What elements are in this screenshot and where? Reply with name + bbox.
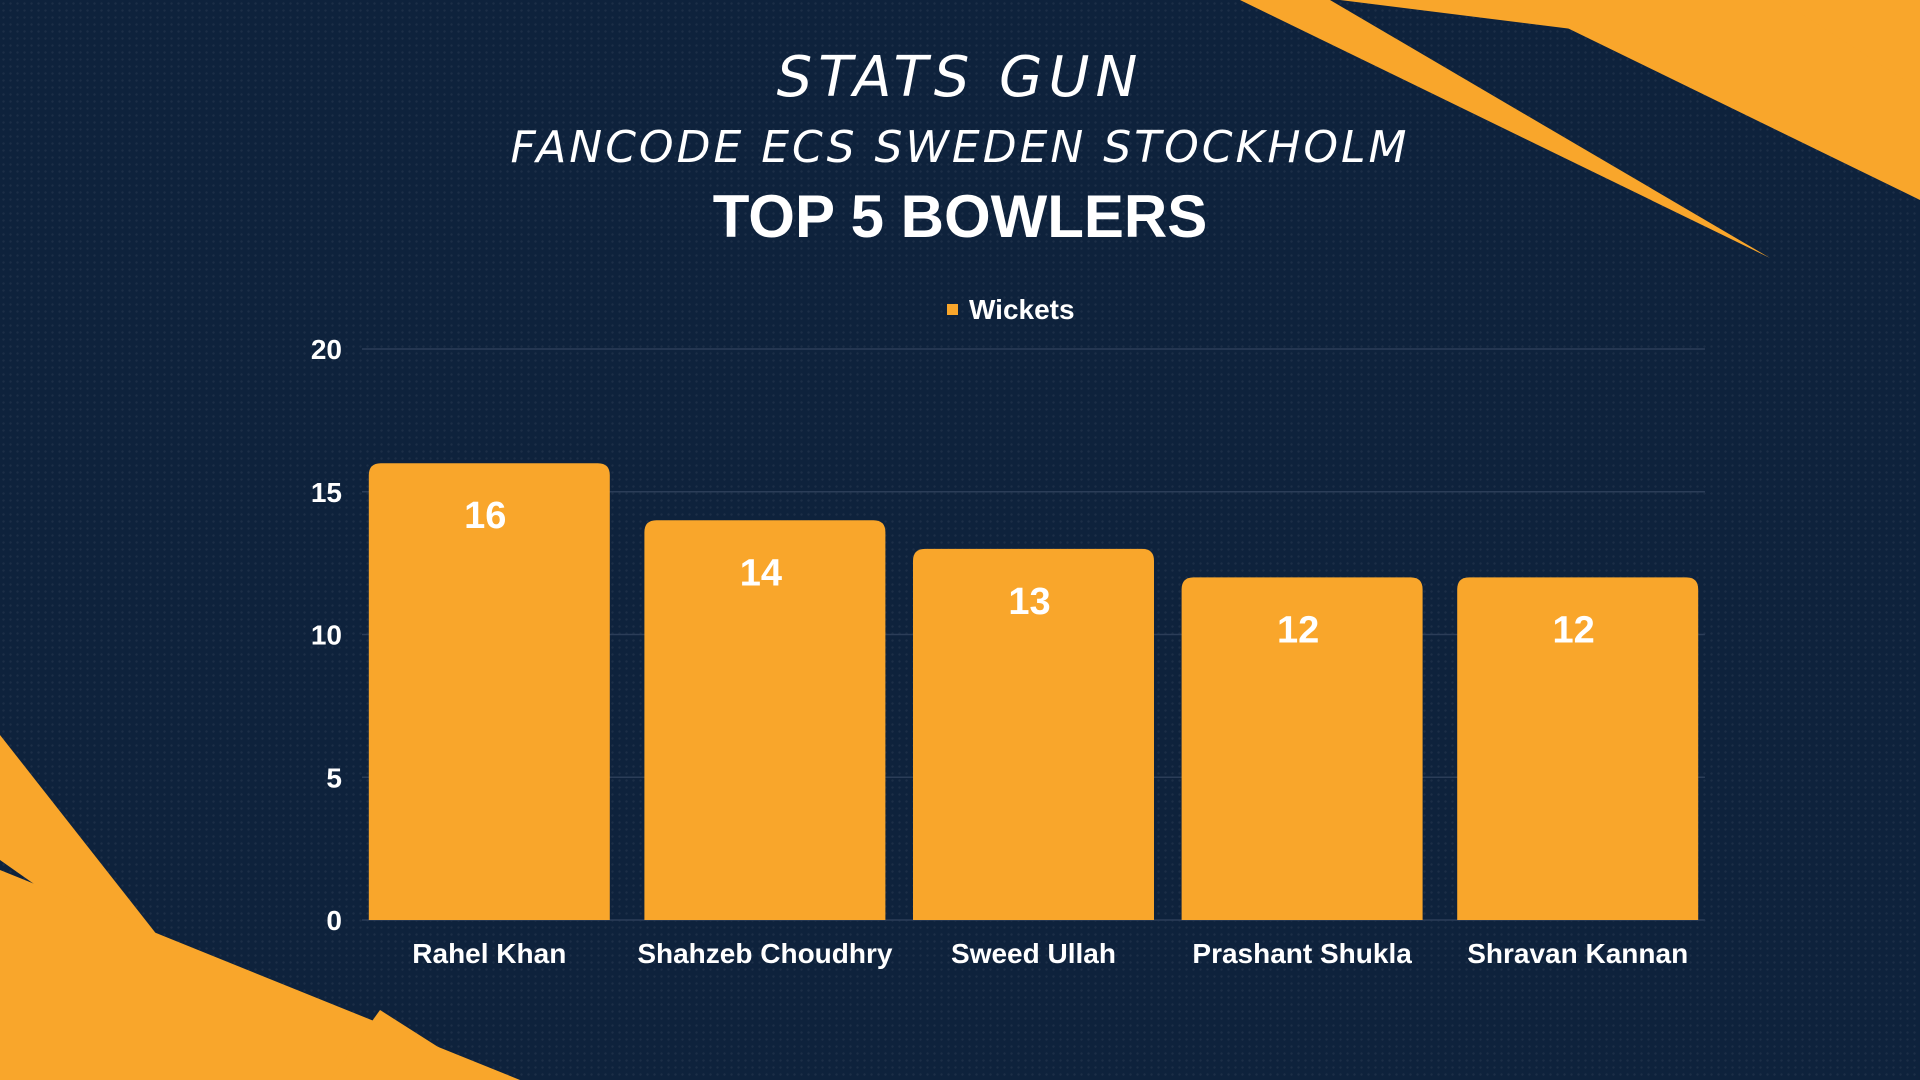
legend-swatch	[947, 304, 958, 315]
bottom-left-slash-shape	[330, 1010, 490, 1080]
x-tick-label: Prashant Shukla	[1192, 938, 1412, 969]
bar	[368, 463, 610, 920]
bar	[913, 548, 1154, 920]
bar-data-label: 14	[740, 552, 782, 594]
y-tick-label: 10	[311, 620, 342, 651]
bar-data-label: 13	[1008, 581, 1050, 623]
top-right-slash-shape	[1510, 0, 1920, 200]
x-tick-label: Rahel Khan	[412, 938, 566, 969]
bar	[1181, 577, 1423, 920]
legend-label: Wickets	[969, 294, 1075, 325]
brand-title: STATS GUN	[776, 45, 1144, 110]
top-right-slash-shape	[1780, 0, 1920, 90]
bar	[644, 520, 886, 920]
bar-data-label: 12	[1553, 609, 1595, 651]
y-tick-label: 15	[311, 477, 342, 508]
x-tick-label: Shahzeb Choudhry	[637, 938, 893, 969]
y-tick-label: 20	[311, 334, 342, 365]
event-subtitle: FANCODE ECS SWEDEN STOCKHOLM	[510, 122, 1410, 173]
y-tick-label: 5	[326, 762, 342, 793]
top-right-slash-shape	[1240, 0, 1770, 258]
bar-data-label: 12	[1277, 609, 1319, 651]
bar-data-label: 16	[464, 495, 506, 537]
bar	[1457, 577, 1699, 920]
x-tick-label: Sweed Ullah	[951, 938, 1116, 969]
x-tick-label: Shravan Kannan	[1467, 938, 1688, 969]
chart-title: TOP 5 BOWLERS	[712, 183, 1208, 250]
y-tick-label: 0	[326, 905, 342, 936]
